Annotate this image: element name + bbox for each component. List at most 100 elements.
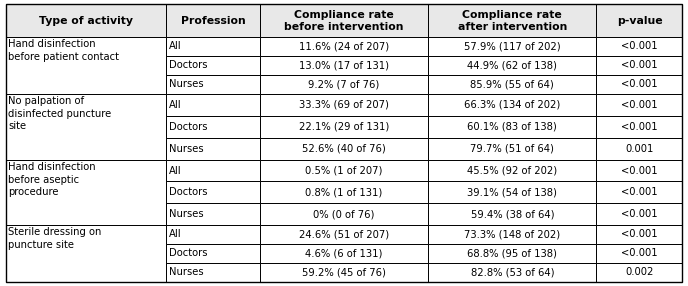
Text: 68.8% (95 of 138): 68.8% (95 of 138) <box>467 248 557 258</box>
Text: 0.8% (1 of 131): 0.8% (1 of 131) <box>305 187 383 197</box>
Text: 33.3% (69 of 207): 33.3% (69 of 207) <box>299 100 389 110</box>
Text: 0.002: 0.002 <box>625 267 654 277</box>
Text: <0.001: <0.001 <box>621 79 658 89</box>
Text: Doctors: Doctors <box>169 60 208 70</box>
Bar <box>6 160 166 225</box>
Text: 82.8% (53 of 64): 82.8% (53 of 64) <box>471 267 554 277</box>
Text: 66.3% (134 of 202): 66.3% (134 of 202) <box>464 100 561 110</box>
Text: 13.0% (17 of 131): 13.0% (17 of 131) <box>299 60 389 70</box>
Text: 60.1% (83 of 138): 60.1% (83 of 138) <box>467 122 557 132</box>
Bar <box>428 203 596 225</box>
Bar <box>428 244 596 263</box>
Bar <box>596 116 682 138</box>
Text: Nurses: Nurses <box>169 209 204 219</box>
Text: 39.1% (54 of 138): 39.1% (54 of 138) <box>467 187 557 197</box>
Bar <box>596 37 682 56</box>
Text: Doctors: Doctors <box>169 122 208 132</box>
Text: 85.9% (55 of 64): 85.9% (55 of 64) <box>471 79 555 89</box>
Bar <box>260 37 428 56</box>
Bar <box>6 94 166 160</box>
Bar <box>428 116 596 138</box>
Bar <box>428 4 596 37</box>
Text: Compliance rate
after intervention: Compliance rate after intervention <box>458 10 567 32</box>
Bar <box>596 94 682 116</box>
Bar <box>260 56 428 75</box>
Text: 22.1% (29 of 131): 22.1% (29 of 131) <box>299 122 389 132</box>
Bar <box>260 160 428 181</box>
Text: <0.001: <0.001 <box>621 122 658 132</box>
Bar <box>428 75 596 94</box>
Text: <0.001: <0.001 <box>621 209 658 219</box>
Text: Profession: Profession <box>181 16 246 26</box>
Text: 57.9% (117 of 202): 57.9% (117 of 202) <box>464 41 561 51</box>
Text: 0% (0 of 76): 0% (0 of 76) <box>313 209 375 219</box>
Text: All: All <box>169 100 182 110</box>
Bar <box>166 138 260 160</box>
Bar <box>260 75 428 94</box>
Text: 59.4% (38 of 64): 59.4% (38 of 64) <box>471 209 554 219</box>
Bar <box>596 244 682 263</box>
Text: 24.6% (51 of 207): 24.6% (51 of 207) <box>299 229 389 239</box>
Text: Type of activity: Type of activity <box>39 16 133 26</box>
Bar <box>166 203 260 225</box>
Bar <box>596 138 682 160</box>
Text: 52.6% (40 of 76): 52.6% (40 of 76) <box>302 144 386 154</box>
Text: 44.9% (62 of 138): 44.9% (62 of 138) <box>467 60 557 70</box>
Bar <box>596 203 682 225</box>
Bar <box>260 263 428 282</box>
Text: Nurses: Nurses <box>169 267 204 277</box>
Text: 4.6% (6 of 131): 4.6% (6 of 131) <box>305 248 383 258</box>
Text: Sterile dressing on
puncture site: Sterile dressing on puncture site <box>8 227 102 250</box>
Bar <box>260 181 428 203</box>
Bar <box>428 263 596 282</box>
Bar <box>166 244 260 263</box>
Bar <box>596 4 682 37</box>
Text: <0.001: <0.001 <box>621 166 658 176</box>
Bar <box>6 4 166 37</box>
Bar <box>260 244 428 263</box>
Text: <0.001: <0.001 <box>621 60 658 70</box>
Bar <box>166 56 260 75</box>
Bar <box>260 138 428 160</box>
Text: 79.7% (51 of 64): 79.7% (51 of 64) <box>471 144 555 154</box>
Bar <box>428 56 596 75</box>
Text: <0.001: <0.001 <box>621 100 658 110</box>
Bar <box>260 225 428 244</box>
Text: 0.5% (1 of 207): 0.5% (1 of 207) <box>305 166 383 176</box>
Text: <0.001: <0.001 <box>621 248 658 258</box>
Bar <box>428 225 596 244</box>
Bar <box>166 4 260 37</box>
Bar <box>428 181 596 203</box>
Bar <box>596 160 682 181</box>
Text: 0.001: 0.001 <box>625 144 654 154</box>
Text: 11.6% (24 of 207): 11.6% (24 of 207) <box>299 41 389 51</box>
Text: Hand disinfection
before aseptic
procedure: Hand disinfection before aseptic procedu… <box>8 162 96 197</box>
Text: 59.2% (45 of 76): 59.2% (45 of 76) <box>302 267 386 277</box>
Bar <box>166 160 260 181</box>
Text: Compliance rate
before intervention: Compliance rate before intervention <box>284 10 404 32</box>
Text: No palpation of
disinfected puncture
site: No palpation of disinfected puncture sit… <box>8 96 111 131</box>
Text: All: All <box>169 41 182 51</box>
Bar <box>596 75 682 94</box>
Text: p-value: p-value <box>616 16 663 26</box>
Text: 45.5% (92 of 202): 45.5% (92 of 202) <box>467 166 557 176</box>
Text: All: All <box>169 166 182 176</box>
Bar <box>166 181 260 203</box>
Bar <box>260 203 428 225</box>
Bar <box>596 225 682 244</box>
Bar <box>166 75 260 94</box>
Bar <box>428 160 596 181</box>
Bar <box>166 94 260 116</box>
Bar <box>166 225 260 244</box>
Bar <box>260 94 428 116</box>
Bar <box>166 116 260 138</box>
Bar <box>6 37 166 94</box>
Text: <0.001: <0.001 <box>621 41 658 51</box>
Bar <box>596 263 682 282</box>
Bar <box>596 56 682 75</box>
Text: Doctors: Doctors <box>169 187 208 197</box>
Text: All: All <box>169 229 182 239</box>
Bar <box>428 94 596 116</box>
Bar <box>260 116 428 138</box>
Text: Doctors: Doctors <box>169 248 208 258</box>
